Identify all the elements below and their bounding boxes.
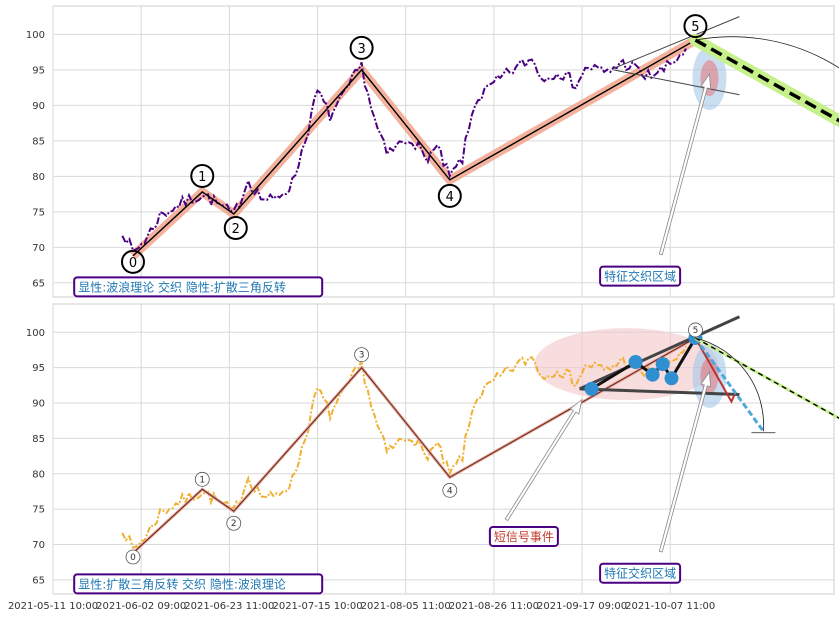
legend-box-box: [73, 276, 324, 298]
wedge-lower-line: [613, 69, 740, 96]
wave-marker-label: 5: [691, 20, 699, 35]
triangle-path: [590, 337, 697, 391]
y-tick-label: 90: [32, 399, 45, 410]
triangle-point: [655, 357, 670, 372]
y-tick-label: 80: [32, 469, 45, 480]
y-tick-label: 90: [32, 101, 45, 112]
wave-marker-label: 0: [130, 553, 136, 563]
wave-marker-label: 0: [129, 256, 137, 271]
wave-marker-label: 2: [232, 222, 240, 237]
event-label: 短信号事件: [494, 530, 554, 544]
triangle-point: [645, 367, 660, 382]
y-tick-label: 65: [32, 278, 45, 289]
wave-line: [132, 39, 696, 257]
wave-marker-label: 1: [199, 475, 205, 485]
event-arrow: [504, 398, 583, 522]
x-tick-label: 2021-09-17 09:00: [537, 601, 627, 612]
wave-marker-label: 1: [198, 170, 206, 185]
wave-marker-circle: [226, 515, 242, 531]
y-tick-label: 85: [32, 136, 45, 147]
y-tick-label: 70: [32, 540, 45, 551]
wave-marker-circle: [223, 215, 248, 240]
wave-marker-circle: [194, 471, 210, 487]
y-tick-label: 100: [26, 30, 45, 41]
projection-arc: [695, 337, 765, 432]
event-label-box: [488, 525, 559, 547]
wave-marker-circle: [354, 347, 370, 363]
y-tick-label: 80: [32, 172, 45, 183]
down-leg-blue: [694, 337, 765, 433]
y-tick-label: 75: [32, 505, 45, 516]
wave-marker-label: 4: [446, 190, 454, 205]
wave-marker-label: 3: [357, 42, 365, 57]
region-label-box: [599, 562, 682, 584]
wave-marker-label: 4: [447, 486, 453, 496]
y-tick-label: 100: [26, 328, 45, 339]
wedge-upper-line: [613, 16, 740, 69]
wave-marker-label: 5: [693, 326, 699, 336]
chart-panel-bottom: 65 70 75 80 85 90 95 100 0 1 2 3 4 5 特征交织区域 短信号事件显性:扩散三…: [26, 303, 839, 595]
x-tick-label: 2021-08-26 11:00: [449, 601, 539, 612]
x-tick-label: 2021-07-15 10:00: [272, 601, 362, 612]
x-tick-label: 2021-10-07 11:00: [625, 601, 715, 612]
x-tick-label: 2021-06-02 09:00: [96, 601, 186, 612]
region-arrow: [658, 370, 712, 553]
triangle-point: [664, 371, 679, 386]
wave-marker-circle: [683, 14, 708, 39]
y-tick-label: 95: [32, 363, 45, 374]
wave-marker-circle: [190, 163, 215, 188]
wave-marker-circle: [349, 35, 374, 60]
region-label-box: [599, 265, 682, 287]
y-tick-label: 95: [32, 65, 45, 76]
triangle-lower-line: [579, 387, 740, 397]
legend-box: 显性:扩散三角反转 交织 隐性:波浪理论: [78, 576, 286, 591]
wave-marker-circle: [442, 482, 458, 498]
region-arrow: [658, 72, 712, 256]
wave-marker-label: 3: [359, 351, 365, 361]
region-label: 特征交织区域: [604, 566, 676, 581]
projection-dashed-line: [695, 337, 839, 419]
wave-marker-circle: [688, 322, 703, 338]
region-label: 特征交织区域: [604, 269, 676, 284]
wave-line: [132, 337, 696, 554]
legend-box-box: [73, 573, 324, 595]
wave-marker-label: 2: [231, 519, 237, 529]
projection-dashed-line: [694, 38, 839, 123]
x-tick-label: 2021-05-11 10:00: [8, 601, 98, 612]
y-tick-label: 70: [32, 243, 45, 254]
y-tick-label: 75: [32, 207, 45, 218]
projection-arc: [695, 36, 839, 69]
legend-box: 显性:波浪理论 交织 隐性:扩散三角反转: [78, 279, 286, 294]
x-tick-label: 2021-06-23 11:00: [184, 601, 274, 612]
wave-marker-circle: [120, 249, 145, 274]
wave-marker-circle: [437, 183, 462, 208]
triangle-point: [584, 381, 599, 396]
wave-marker-circle: [125, 549, 141, 565]
x-tick-label: 2021-08-05 11:00: [361, 601, 451, 612]
y-tick-label: 85: [32, 434, 45, 445]
triangle-point: [628, 355, 643, 369]
triangle-upper-line: [578, 315, 741, 391]
y-tick-label: 65: [32, 575, 45, 586]
down-leg-red: [694, 337, 737, 404]
